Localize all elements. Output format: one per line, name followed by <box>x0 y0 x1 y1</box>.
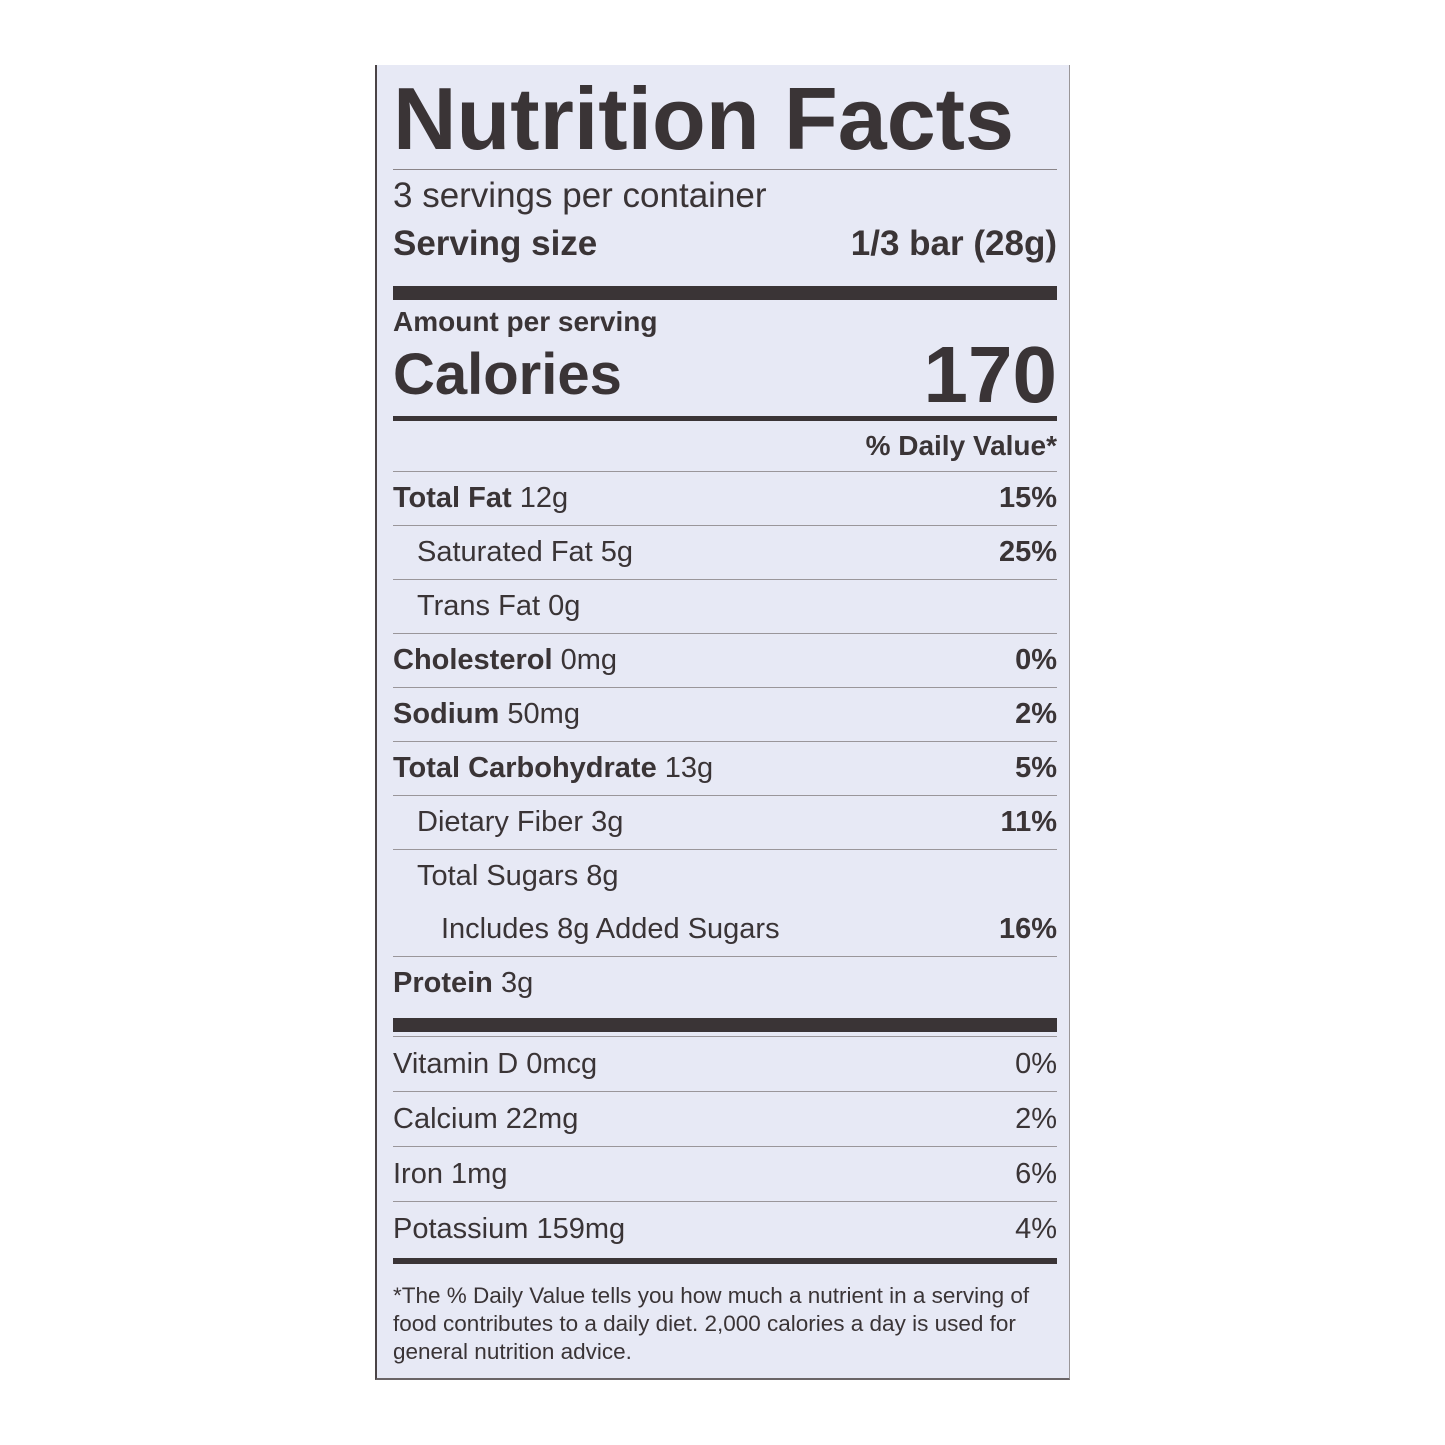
nutrient-dv: 25% <box>998 536 1057 568</box>
vitamin-name: Vitamin D 0mcg <box>393 1047 598 1080</box>
vitamin-row: Iron 1mg 6% <box>393 1146 1057 1201</box>
calories-value: 170 <box>923 330 1057 419</box>
nutrient-amount: 3g <box>500 967 534 999</box>
vitamin-row: Vitamin D 0mcg 0% <box>393 1036 1057 1091</box>
nutrient-amount: 8g <box>586 860 619 892</box>
nutrient-dv: 16% <box>998 913 1057 945</box>
nutrient-amount: 5g <box>600 536 634 568</box>
serving-size-value: 1/3 bar (28g) <box>850 224 1057 263</box>
amount-per-serving: Amount per serving <box>393 306 658 337</box>
nutrient-row: Protein 3g <box>393 956 1057 1010</box>
nutrient-row: Sodium 50mg 2% <box>393 687 1057 741</box>
vitamin-dv: 6% <box>1015 1157 1057 1190</box>
thick-divider <box>393 1018 1057 1032</box>
nutrient-dv: 2% <box>1015 698 1057 730</box>
nutrient-amount: 13g <box>664 752 714 784</box>
footnote: *The % Daily Value tells you how much a … <box>393 1283 1030 1364</box>
nutrient-name: Sodium <box>393 698 500 730</box>
nutrient-name: Total Fat <box>393 482 512 514</box>
vitamin-row: Potassium 159mg 4% <box>393 1201 1057 1256</box>
vitamin-dv: 0% <box>1015 1047 1057 1080</box>
nutrient-name: Total Carbohydrate <box>393 752 657 784</box>
nutrient-row: Includes 8g Added Sugars 16% <box>393 903 1057 956</box>
nutrient-amount: 12g <box>519 482 569 514</box>
medium-divider <box>393 1258 1057 1264</box>
nutrient-row: Total Carbohydrate 13g 5% <box>393 741 1057 795</box>
nutrient-amount: 0mg <box>560 644 618 676</box>
medium-divider <box>393 416 1057 421</box>
vitamin-name: Potassium 159mg <box>393 1212 626 1245</box>
nutrient-row: Total Sugars 8g <box>393 849 1057 903</box>
divider <box>393 169 1057 170</box>
nutrient-dv: 5% <box>1015 752 1057 784</box>
nutrient-amount: 3g <box>591 806 624 838</box>
thick-divider <box>393 286 1057 300</box>
calories-label: Calories <box>393 342 622 407</box>
nutrient-name: Dietary Fiber <box>417 806 583 838</box>
calories-row: Calories 170 <box>393 330 1057 419</box>
nutrient-name: Total Sugars <box>417 860 579 892</box>
vitamin-dv: 2% <box>1015 1102 1057 1135</box>
serving-size: Serving size 1/3 bar (28g) <box>393 220 1057 268</box>
vitamin-name: Iron 1mg <box>393 1157 508 1190</box>
nutrient-name: Protein <box>393 967 493 999</box>
nutrient-row: Saturated Fat 5g 25% <box>393 525 1057 579</box>
nutrient-amount: 0g <box>548 590 581 622</box>
label-title: Nutrition Facts <box>393 69 1014 168</box>
nutrient-name: Trans Fat <box>417 590 541 622</box>
nutrient-name: Includes 8g Added Sugars <box>441 913 780 945</box>
nutrient-dv: 15% <box>998 482 1057 514</box>
nutrient-name: Saturated Fat <box>417 536 593 568</box>
nutrient-dv: 0% <box>1015 644 1057 676</box>
daily-value-header: % Daily Value* <box>865 430 1057 461</box>
vitamin-name: Calcium 22mg <box>393 1102 579 1135</box>
serving-size-label: Serving size <box>393 224 598 263</box>
nutrient-row: Total Fat 12g 15% <box>393 471 1057 525</box>
vitamin-row: Calcium 22mg 2% <box>393 1091 1057 1146</box>
nutrient-dv: 11% <box>1000 806 1057 838</box>
nutrient-row: Trans Fat 0g <box>393 579 1057 633</box>
nutrient-row: Cholesterol 0mg 0% <box>393 633 1057 687</box>
nutrition-label: Nutrition Facts 3 servings per container… <box>375 65 1070 1380</box>
vitamin-dv: 4% <box>1015 1212 1057 1245</box>
nutrient-name: Cholesterol <box>393 644 553 676</box>
nutrient-row: Dietary Fiber 3g 11% <box>393 795 1057 849</box>
nutrient-amount: 50mg <box>507 698 580 730</box>
servings-per-container: 3 servings per container <box>393 176 767 215</box>
